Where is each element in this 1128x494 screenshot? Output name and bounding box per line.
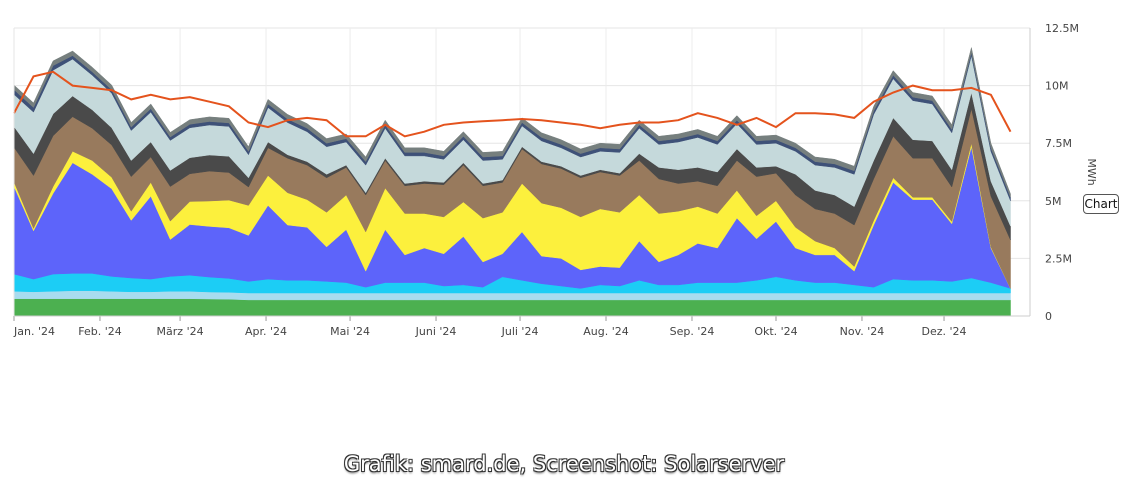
x-tick-label: Okt. '24 [754,325,797,338]
area-series-sonstige [13,47,1011,198]
chart-button[interactable]: Chart [1083,194,1119,214]
x-tick-label: Dez. '24 [922,325,967,338]
area-layer [13,47,1011,317]
x-tick-label: Mai '24 [330,325,370,338]
x-tick-label: Sep. '24 [670,325,715,338]
x-tick-label: Nov. '24 [840,325,885,338]
y-axis-unit-label: MWh [1085,158,1098,185]
x-tick-label: Apr. '24 [245,325,287,338]
x-tick-label: Feb. '24 [78,325,122,338]
x-tick-label: Aug. '24 [583,325,629,338]
x-tick-label: Juni '24 [415,325,457,338]
x-tick-label: März '24 [157,325,204,338]
area-series-biomasse [13,298,1011,317]
y-tick-label: 0 [1045,310,1052,323]
x-tick-label: Juli '24 [501,325,539,338]
image-credit: Grafik: smard.de, Screenshot: Solarserve… [343,452,785,476]
y-tick-label: 7.5M [1045,137,1072,150]
x-tick-label: Jan. '24 [13,325,55,338]
y-tick-label: 2.5M [1045,252,1072,265]
line-series-netzlast [13,70,1012,138]
line-layer [13,70,1012,138]
y-tick-label: 12.5M [1045,22,1079,35]
y-tick-label: 10M [1045,80,1069,93]
axis-layer: 0 2.5M 5M 7.5M 10M 12.5M Jan. '24 Feb. '24 März … [13,22,1079,338]
y-tick-label: 5M [1045,195,1062,208]
